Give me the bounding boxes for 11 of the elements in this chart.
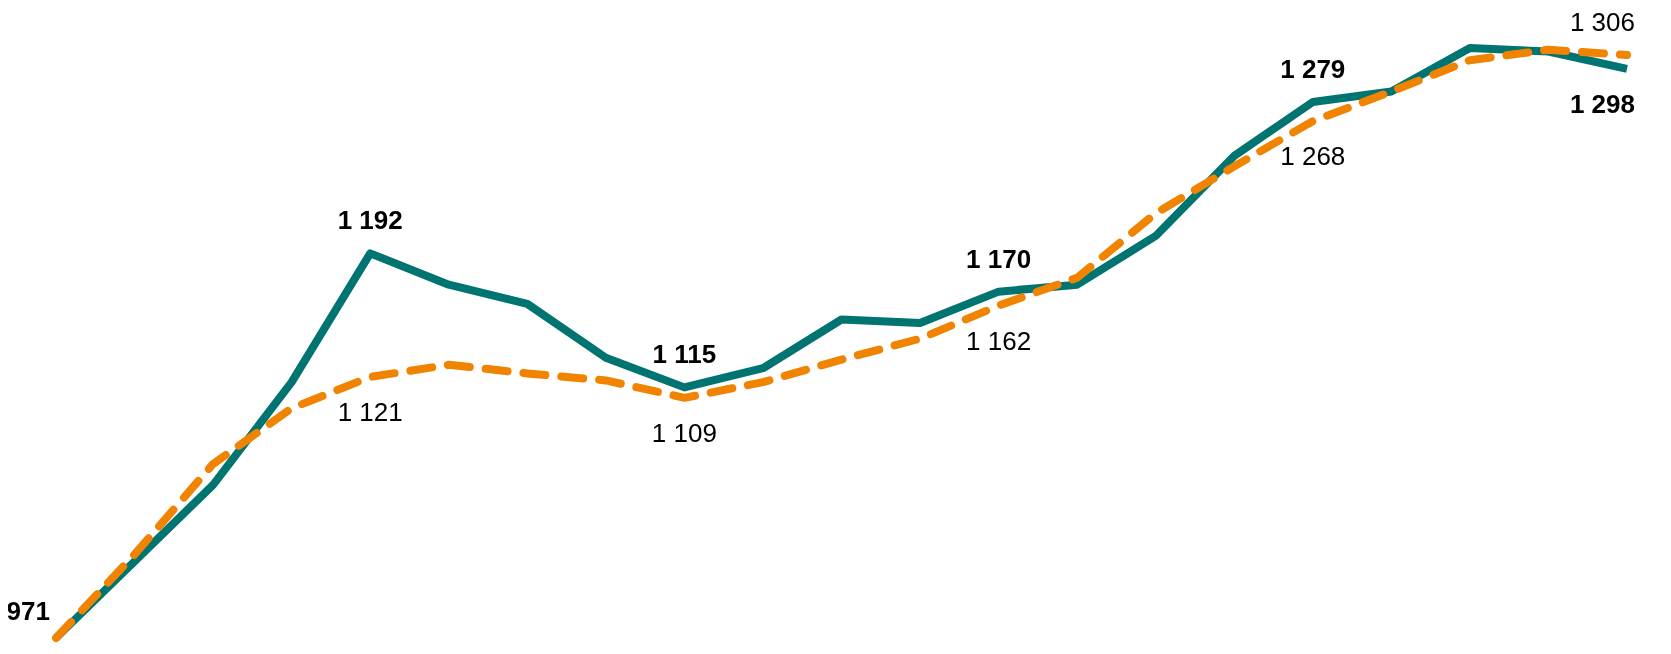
data-label: 1 162	[966, 325, 1032, 356]
data-label: 1 192	[337, 205, 403, 236]
data-label: 1 268	[1280, 141, 1346, 172]
data-label: 1 298	[1569, 88, 1635, 119]
data-label: 971	[6, 596, 50, 626]
data-label: 1 306	[1569, 6, 1635, 37]
data-label: 1 115	[652, 339, 717, 370]
data-label: 1 121	[337, 396, 403, 427]
data-label: 1 170	[966, 243, 1032, 274]
data-label: 1 279	[1280, 53, 1346, 84]
data-label: 1 109	[651, 417, 717, 448]
